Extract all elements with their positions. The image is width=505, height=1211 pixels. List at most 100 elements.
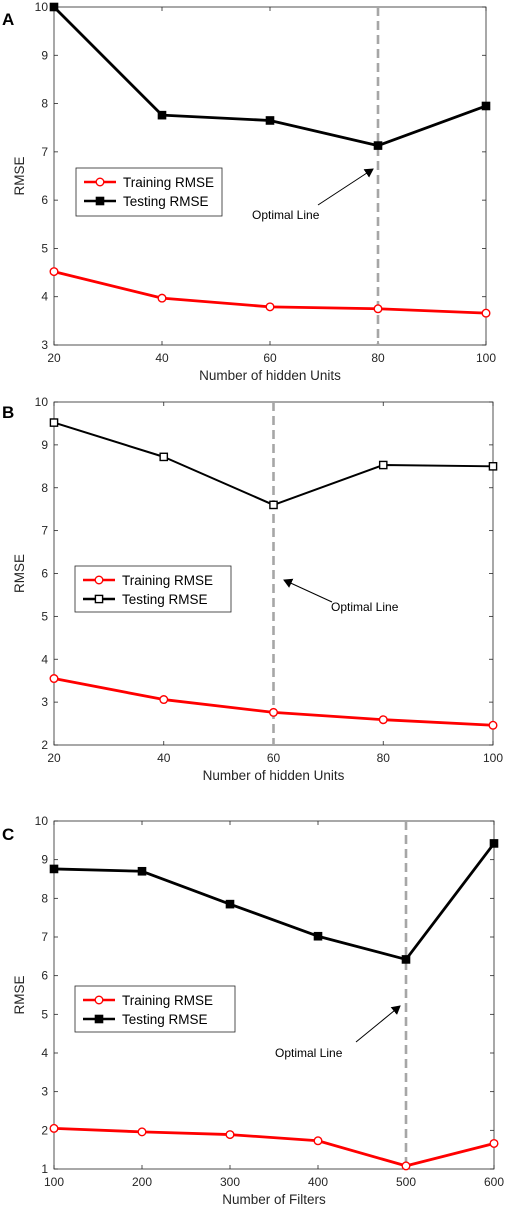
- x-tick-label: 60: [263, 351, 277, 365]
- x-tick-label: 600: [484, 1175, 504, 1189]
- y-tick-label: 10: [35, 0, 49, 14]
- y-axis-label: RMSE: [12, 156, 27, 195]
- y-tick-label: 5: [41, 1007, 48, 1021]
- y-tick-label: 8: [41, 97, 48, 111]
- training-point: [225, 1130, 235, 1140]
- training-point: [489, 1138, 499, 1148]
- panel-label: A: [2, 10, 14, 29]
- legend-label: Testing RMSE: [123, 194, 209, 209]
- training-point: [378, 715, 388, 725]
- series-line-testing: [53, 6, 487, 147]
- x-tick-label: 100: [44, 1175, 64, 1189]
- annotation-arrow: [283, 578, 333, 603]
- training-point: [313, 1136, 323, 1146]
- training-point: [401, 1161, 411, 1171]
- testing-point: [313, 931, 323, 941]
- legend-label: Training RMSE: [123, 175, 214, 190]
- y-tick-label: 5: [41, 609, 48, 623]
- chart-panel-c: 1 2 3 4 5 6 7 8 9 10 100 200 300 400 500 600 Number of F…: [2, 814, 504, 1207]
- y-tick-label: 8: [41, 891, 48, 905]
- training-point: [137, 1127, 147, 1137]
- y-tick-label: 4: [41, 290, 48, 304]
- annotation-arrow: [317, 168, 374, 206]
- x-tick-label: 400: [308, 1175, 328, 1189]
- testing-point: [159, 452, 169, 462]
- y-tick-label: 8: [41, 481, 48, 495]
- x-axis-label: Number of hidden Units: [199, 368, 341, 383]
- legend-label: Training RMSE: [122, 573, 213, 588]
- testing-point: [137, 866, 147, 876]
- testing-point: [401, 955, 411, 964]
- legend-marker: [94, 995, 104, 1005]
- series-line-training: [53, 1127, 495, 1168]
- legend-box: [74, 985, 236, 1033]
- annotation-arrow: [355, 1005, 401, 1043]
- y-tick-label: 9: [41, 438, 48, 452]
- testing-point: [378, 460, 388, 470]
- training-point: [481, 308, 491, 318]
- y-tick-label: 2: [41, 1123, 48, 1137]
- legend-marker: [95, 196, 105, 206]
- training-point: [49, 674, 59, 684]
- x-axis-label: Number of Filters: [222, 1192, 326, 1207]
- testing-point: [481, 101, 491, 111]
- testing-point: [49, 2, 59, 12]
- y-tick-label: 10: [35, 395, 49, 409]
- training-point: [49, 267, 59, 277]
- x-tick-label: 60: [267, 751, 281, 765]
- y-tick-label: 7: [41, 524, 48, 538]
- y-axis-label: RMSE: [12, 975, 27, 1014]
- y-tick-label: 6: [41, 969, 48, 983]
- y-tick-label: 7: [41, 930, 48, 944]
- testing-point: [49, 864, 59, 874]
- chart-panel-a: 3 4 5 6 7 8 9 10 20 40 60 80 100 Number of hidden Uni…: [2, 0, 496, 383]
- y-tick-label: 9: [41, 853, 48, 867]
- x-tick-label: 500: [396, 1175, 416, 1189]
- y-tick-label: 6: [41, 567, 48, 581]
- chart-panel-b: 2 3 4 5 6 7 8 9 10 20 40 60 80 100 Number of hidden Un…: [2, 395, 503, 783]
- x-tick-label: 80: [371, 351, 385, 365]
- legend-box: [75, 167, 223, 217]
- optimal-line-annotation: Optimal Line: [275, 1046, 343, 1060]
- training-point: [157, 293, 167, 303]
- legend-label: Testing RMSE: [122, 592, 208, 607]
- y-tick-label: 1: [41, 1162, 48, 1176]
- x-tick-label: 200: [132, 1175, 152, 1189]
- optimal-line-annotation: Optimal Line: [252, 208, 320, 222]
- x-tick-label: 100: [476, 351, 496, 365]
- y-tick-label: 3: [41, 1085, 48, 1099]
- y-tick-label: 4: [41, 652, 48, 666]
- training-point: [159, 695, 169, 705]
- testing-point: [489, 839, 499, 848]
- y-tick-label: 7: [41, 145, 48, 159]
- testing-point: [157, 110, 167, 120]
- optimal-line-annotation: Optimal Line: [331, 600, 399, 614]
- legend-box: [74, 565, 232, 613]
- training-point: [269, 707, 279, 717]
- panel-label: B: [2, 403, 14, 422]
- training-point: [373, 304, 383, 314]
- testing-point: [49, 418, 59, 427]
- y-tick-label: 3: [41, 695, 48, 709]
- legend-marker: [94, 1014, 104, 1024]
- training-point: [49, 1123, 59, 1133]
- x-tick-label: 20: [47, 351, 61, 365]
- x-tick-label: 300: [220, 1175, 240, 1189]
- x-tick-label: 40: [157, 751, 171, 765]
- testing-point: [373, 141, 383, 150]
- legend-marker: [95, 177, 105, 187]
- training-point: [265, 302, 275, 312]
- plot-frame: [53, 820, 495, 1170]
- legend-marker: [94, 594, 104, 604]
- legend-label: Training RMSE: [122, 993, 213, 1008]
- testing-point: [225, 899, 235, 909]
- x-tick-label: 40: [155, 351, 169, 365]
- y-tick-label: 4: [41, 1046, 48, 1060]
- y-axis-label: RMSE: [12, 554, 27, 593]
- x-axis-label: Number of hidden Units: [203, 768, 345, 783]
- testing-point: [269, 500, 278, 510]
- y-tick-label: 2: [41, 738, 48, 752]
- y-tick-label: 10: [35, 814, 49, 828]
- y-tick-label: 3: [41, 338, 48, 352]
